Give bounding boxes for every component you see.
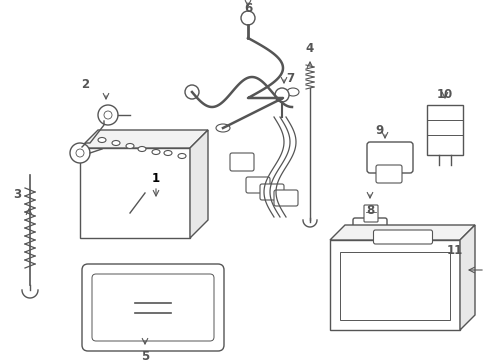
Ellipse shape <box>126 144 134 148</box>
Ellipse shape <box>112 140 120 145</box>
Polygon shape <box>80 148 190 238</box>
Polygon shape <box>329 225 474 240</box>
Ellipse shape <box>163 150 172 156</box>
Text: 3: 3 <box>13 189 21 202</box>
Circle shape <box>241 11 254 25</box>
Ellipse shape <box>152 149 160 154</box>
Circle shape <box>104 111 112 119</box>
Text: 1: 1 <box>152 171 160 184</box>
FancyBboxPatch shape <box>260 184 284 200</box>
Ellipse shape <box>178 153 185 158</box>
Polygon shape <box>329 240 459 330</box>
Text: 5: 5 <box>141 351 149 360</box>
Text: 4: 4 <box>305 41 313 54</box>
FancyBboxPatch shape <box>363 205 377 222</box>
FancyBboxPatch shape <box>245 177 269 193</box>
FancyBboxPatch shape <box>273 190 297 206</box>
Text: 8: 8 <box>365 203 373 216</box>
Ellipse shape <box>216 124 229 132</box>
Text: 6: 6 <box>244 1 252 14</box>
FancyBboxPatch shape <box>366 142 412 173</box>
FancyBboxPatch shape <box>375 165 401 183</box>
Text: 7: 7 <box>285 72 293 85</box>
FancyBboxPatch shape <box>426 105 462 155</box>
Polygon shape <box>190 130 207 238</box>
Circle shape <box>70 143 90 163</box>
Circle shape <box>274 88 288 102</box>
Circle shape <box>184 85 199 99</box>
Polygon shape <box>80 130 207 148</box>
Polygon shape <box>459 225 474 330</box>
FancyBboxPatch shape <box>373 230 431 244</box>
Ellipse shape <box>138 147 146 152</box>
FancyBboxPatch shape <box>92 274 214 341</box>
Circle shape <box>76 149 84 157</box>
Text: 9: 9 <box>375 123 384 136</box>
FancyBboxPatch shape <box>229 153 253 171</box>
Text: 2: 2 <box>81 78 89 91</box>
Circle shape <box>98 105 118 125</box>
Text: 11: 11 <box>446 243 462 256</box>
Text: 10: 10 <box>436 89 452 102</box>
FancyBboxPatch shape <box>82 264 224 351</box>
FancyBboxPatch shape <box>339 252 449 320</box>
FancyBboxPatch shape <box>352 218 386 242</box>
Ellipse shape <box>98 138 106 143</box>
Ellipse shape <box>286 88 298 96</box>
